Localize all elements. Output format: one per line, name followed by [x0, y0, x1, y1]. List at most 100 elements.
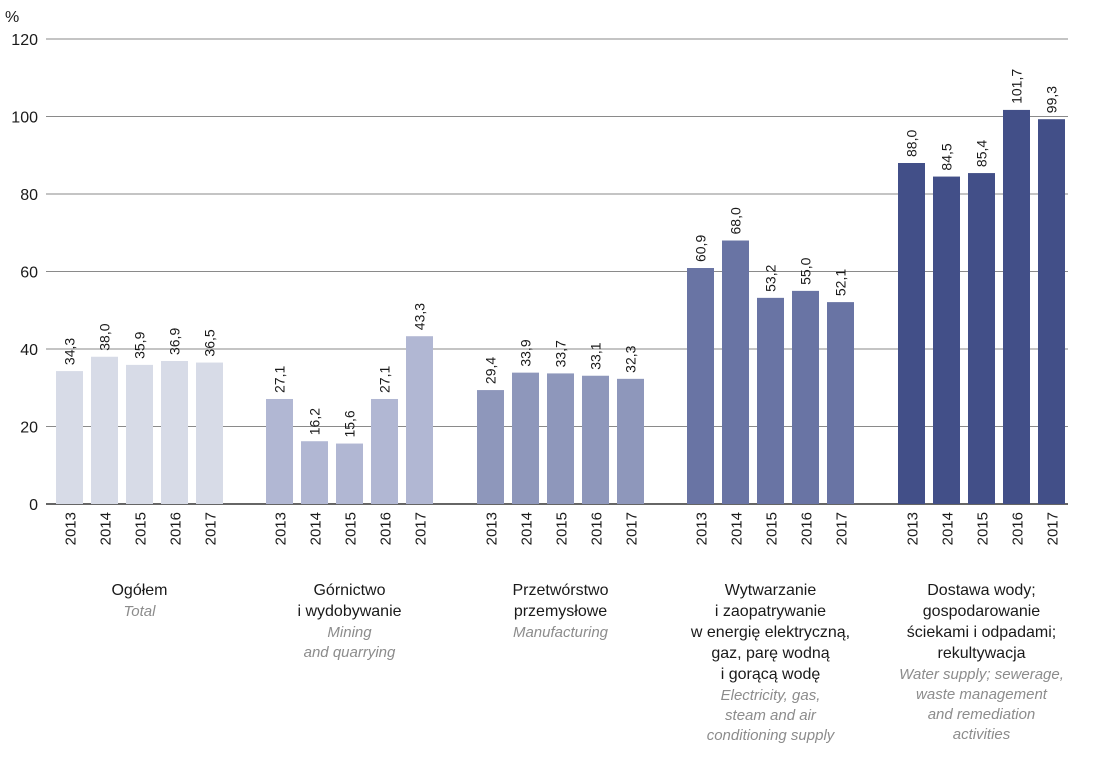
y-tick-label: 120: [11, 32, 38, 49]
y-tick-label: 60: [20, 265, 38, 282]
x-tick-year: 2017: [413, 512, 430, 545]
x-tick-year: 2014: [940, 512, 957, 545]
bar: [126, 364, 153, 504]
bar: [161, 361, 188, 504]
group-label-pl: Wytwarzanie: [725, 582, 817, 599]
bar: [933, 176, 960, 504]
value-labels: 34,3 38,0 35,9 36,9 36,5 27,1 16,2 15,6 27,1 43,3…: [62, 69, 1060, 438]
bar: [582, 375, 609, 504]
x-tick-year: 2015: [975, 512, 992, 545]
bar: [968, 173, 995, 504]
bar-value-label: 33,1: [588, 342, 604, 369]
group-label-pl: rekultywacja: [937, 645, 1025, 662]
bar: [56, 371, 83, 504]
bar-value-label: 27,1: [272, 366, 288, 393]
group-label-en: Manufacturing: [513, 624, 609, 641]
bar: [687, 268, 714, 504]
y-tick-label: 20: [20, 420, 38, 437]
bar: [336, 443, 363, 504]
bar-value-label: 53,2: [763, 264, 779, 291]
group-label-pl: w energię elektryczną,: [690, 624, 850, 641]
bar-value-label: 38,0: [97, 323, 113, 350]
group-label-pl: i zaopatrywanie: [715, 603, 826, 620]
bar: [1038, 119, 1065, 505]
y-axis-ticks: 0 20 40 60 80 100 120: [11, 32, 38, 514]
group-label-en: conditioning supply: [707, 727, 836, 744]
group-label-en: and remediation: [928, 706, 1036, 723]
bar-value-label: 33,7: [553, 340, 569, 367]
x-tick-year: 2013: [273, 512, 290, 545]
group-label-pl: Przetwórstwo: [512, 582, 608, 599]
bar: [512, 372, 539, 504]
group-label-en: Mining: [327, 624, 372, 641]
bar: [196, 362, 223, 504]
group-label-pl: Dostawa wody;: [927, 582, 1036, 599]
group-label-en: and quarrying: [304, 644, 396, 661]
bar: [301, 441, 328, 504]
group-labels: Ogółem Total Górnictwo i wydobywanie Mining a…: [111, 582, 1063, 744]
bar: [617, 378, 644, 504]
group-label-pl: gaz, parę wodną: [711, 645, 829, 662]
bar-value-label: 101,7: [1009, 69, 1025, 104]
group-label-en: Total: [124, 603, 157, 620]
group-label-pl: przemysłowe: [514, 603, 607, 620]
bar: [547, 373, 574, 504]
x-tick-year: 2015: [133, 512, 150, 545]
group-label-pl: Ogółem: [111, 582, 167, 599]
bar: [722, 240, 749, 504]
group-label-en: steam and air: [725, 707, 817, 724]
bar-value-label: 84,5: [939, 143, 955, 170]
group-label-pl: gospodarowanie: [923, 603, 1041, 620]
group-label-en: activities: [953, 726, 1011, 743]
x-tick-year: 2013: [484, 512, 501, 545]
bar: [91, 356, 118, 504]
x-tick-year: 2017: [1045, 512, 1062, 545]
group-label-en: waste management: [916, 686, 1048, 703]
bar-value-label: 29,4: [483, 357, 499, 384]
x-tick-year: 2014: [729, 512, 746, 545]
bar-value-label: 60,9: [693, 235, 709, 262]
bar: [757, 297, 784, 504]
bar: [898, 163, 925, 504]
bar-value-label: 43,3: [412, 303, 428, 330]
bar-value-label: 36,5: [202, 329, 218, 356]
x-tick-year: 2015: [343, 512, 360, 545]
x-tick-year: 2013: [905, 512, 922, 545]
bar-value-label: 15,6: [342, 410, 358, 437]
x-tick-year: 2014: [308, 512, 325, 545]
bar: [406, 336, 433, 504]
y-tick-label: 80: [20, 187, 38, 204]
bar-value-label: 88,0: [904, 130, 920, 157]
group-label-pl: i wydobywanie: [297, 603, 401, 620]
y-tick-label: 0: [29, 497, 38, 514]
x-tick-year: 2013: [63, 512, 80, 545]
x-tick-year: 2016: [168, 512, 185, 545]
bar-value-label: 34,3: [62, 338, 78, 365]
x-tick-year: 2017: [834, 512, 851, 545]
bars: [56, 109, 1065, 505]
x-tick-year: 2016: [378, 512, 395, 545]
x-tick-year: 2016: [799, 512, 816, 545]
y-tick-label: 100: [11, 110, 38, 127]
bar-value-label: 68,0: [728, 207, 744, 234]
bar-value-label: 27,1: [377, 366, 393, 393]
group-label-pl: Górnictwo: [313, 582, 385, 599]
group-label-en: Electricity, gas,: [721, 687, 821, 704]
bar-value-label: 99,3: [1044, 86, 1060, 113]
group-label-pl: ściekami i odpadami;: [907, 624, 1056, 641]
bar: [371, 398, 398, 504]
bar-value-label: 16,2: [307, 408, 323, 435]
bar: [827, 302, 854, 504]
bar-value-label: 55,0: [798, 257, 814, 284]
group-label-en: Water supply; sewerage,: [899, 666, 1064, 683]
x-tick-year: 2017: [624, 512, 641, 545]
x-tick-year: 2015: [764, 512, 781, 545]
y-tick-label: 40: [20, 342, 38, 359]
bar: [477, 390, 504, 504]
bar: [266, 398, 293, 504]
bar-value-label: 36,9: [167, 328, 183, 355]
bar-value-label: 52,1: [833, 269, 849, 296]
bar: [792, 290, 819, 504]
x-tick-year: 2016: [589, 512, 606, 545]
